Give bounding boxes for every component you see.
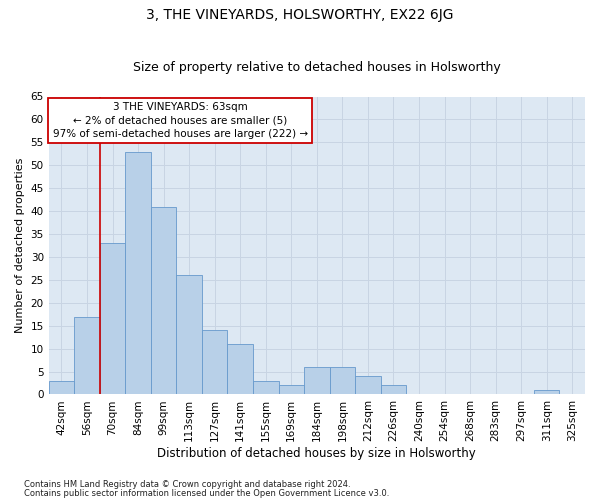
Bar bbox=[355, 376, 380, 394]
Bar bbox=[100, 243, 125, 394]
Bar bbox=[227, 344, 253, 395]
Bar bbox=[202, 330, 227, 394]
Bar bbox=[253, 380, 278, 394]
Text: Contains public sector information licensed under the Open Government Licence v3: Contains public sector information licen… bbox=[24, 489, 389, 498]
Text: 3, THE VINEYARDS, HOLSWORTHY, EX22 6JG: 3, THE VINEYARDS, HOLSWORTHY, EX22 6JG bbox=[146, 8, 454, 22]
Bar bbox=[534, 390, 559, 394]
Bar bbox=[151, 206, 176, 394]
Bar bbox=[125, 152, 151, 394]
Bar bbox=[380, 386, 406, 394]
Bar bbox=[304, 367, 329, 394]
Bar bbox=[329, 367, 355, 394]
Bar bbox=[278, 386, 304, 394]
Text: Contains HM Land Registry data © Crown copyright and database right 2024.: Contains HM Land Registry data © Crown c… bbox=[24, 480, 350, 489]
Bar bbox=[49, 380, 74, 394]
Text: 3 THE VINEYARDS: 63sqm
← 2% of detached houses are smaller (5)
97% of semi-detac: 3 THE VINEYARDS: 63sqm ← 2% of detached … bbox=[53, 102, 308, 139]
Title: Size of property relative to detached houses in Holsworthy: Size of property relative to detached ho… bbox=[133, 62, 501, 74]
Y-axis label: Number of detached properties: Number of detached properties bbox=[15, 158, 25, 333]
Bar bbox=[74, 316, 100, 394]
Bar bbox=[176, 276, 202, 394]
X-axis label: Distribution of detached houses by size in Holsworthy: Distribution of detached houses by size … bbox=[157, 447, 476, 460]
